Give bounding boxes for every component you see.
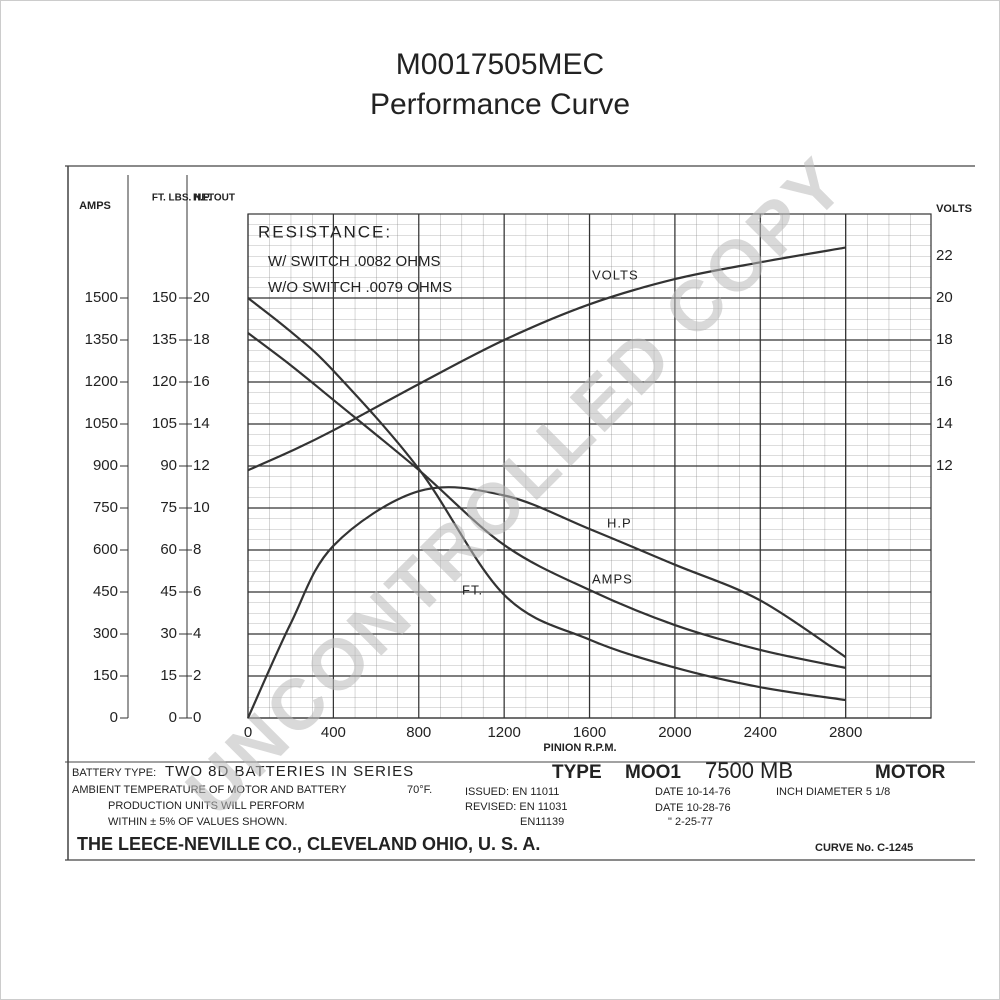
footer-text: TWO 8D BATTERIES IN SERIES [165, 763, 414, 780]
y-tick-label: 12 [936, 457, 953, 474]
footer-text: INCH DIAMETER 5 1/8 [776, 786, 890, 798]
series-line [247, 297, 846, 702]
y-tick-label: 105 [152, 415, 177, 432]
y-tick-label: 8 [193, 541, 201, 558]
footer-text: PRODUCTION UNITS WILL PERFORM [108, 800, 304, 812]
y-tick-label: 20 [936, 289, 953, 306]
footer-type: 7500 MB [705, 758, 793, 783]
y-tick-label: 1200 [85, 373, 118, 390]
series-label: FT. [462, 582, 483, 597]
axis-title: VOLTS [936, 203, 972, 215]
plot: 0 400 800 1200 1600 2000 2400 28000150300450600… [85, 214, 953, 741]
axis-title: AMPS [79, 200, 111, 212]
y-tick-label: 450 [93, 583, 118, 600]
footer-text: 70°F. [407, 784, 432, 796]
y-tick-label: 16 [193, 373, 210, 390]
series-label: VOLTS [592, 267, 639, 282]
chart-subtitle: Performance Curve [370, 88, 630, 121]
y-tick-label: 135 [152, 331, 177, 348]
footer-type: TYPE [552, 762, 602, 783]
axis-title: FT. LBS. NET [152, 193, 214, 204]
chart-title: M0017505MEC [396, 48, 604, 81]
x-tick-label: 0 [244, 724, 252, 741]
footer-type: MOO1 [625, 762, 681, 783]
x-tick-label: 2000 [658, 724, 691, 741]
y-tick-label: 22 [936, 247, 953, 264]
y-tick-label: 1500 [85, 289, 118, 306]
footer-text: DATE 10-28-76 [655, 802, 731, 814]
series-line [247, 332, 846, 669]
y-tick-label: 18 [936, 331, 953, 348]
x-tick-label: 2800 [829, 724, 862, 741]
footer-text: EN11139 [520, 816, 564, 828]
y-tick-label: 150 [93, 667, 118, 684]
y-tick-label: 0 [110, 709, 118, 726]
y-tick-label: 0 [169, 709, 177, 726]
resistance-note: W/ SWITCH .0082 OHMS [268, 253, 441, 270]
y-tick-label: 16 [936, 373, 953, 390]
x-tick-label: 1600 [573, 724, 606, 741]
y-tick-label: 10 [193, 499, 210, 516]
y-tick-label: 0 [193, 709, 201, 726]
y-tick-label: 60 [160, 541, 177, 558]
footer-text: " 2-25-77 [668, 816, 713, 828]
footer-text: REVISED: EN 11031 [465, 801, 568, 813]
y-tick-label: 14 [936, 415, 953, 432]
resistance-note: W/O SWITCH .0079 OHMS [268, 279, 452, 296]
footer-text: WITHIN ± 5% OF VALUES SHOWN. [108, 816, 287, 828]
x-tick-label: 400 [321, 724, 346, 741]
y-tick-label: 2 [193, 667, 201, 684]
x-axis-title: PINION R.P.M. [543, 742, 616, 754]
y-tick-label: 6 [193, 583, 201, 600]
y-tick-label: 600 [93, 541, 118, 558]
y-tick-label: 4 [193, 625, 201, 642]
y-tick-label: 18 [193, 331, 210, 348]
series-label: H.P [607, 515, 632, 530]
y-tick-label: 120 [152, 373, 177, 390]
y-tick-label: 45 [160, 583, 177, 600]
y-tick-label: 14 [193, 415, 210, 432]
footer-text: AMBIENT TEMPERATURE OF MOTOR AND BATTERY [72, 784, 347, 796]
y-tick-label: 75 [160, 499, 177, 516]
curve-number: CURVE No. C-1245 [815, 842, 913, 854]
footer-text: BATTERY TYPE: [72, 767, 156, 779]
y-tick-label: 20 [193, 289, 210, 306]
y-tick-label: 150 [152, 289, 177, 306]
y-tick-label: 750 [93, 499, 118, 516]
company: THE LEECE-NEVILLE CO., CLEVELAND OHIO, U… [77, 834, 540, 854]
y-tick-label: 900 [93, 457, 118, 474]
x-tick-label: 800 [406, 724, 431, 741]
y-tick-label: 12 [193, 457, 210, 474]
footer-text: ISSUED: EN 11011 [465, 786, 559, 798]
footer-type: MOTOR [875, 762, 946, 783]
x-tick-label: 1200 [487, 724, 520, 741]
x-tick-label: 2400 [744, 724, 777, 741]
footer-text: DATE 10-14-76 [655, 786, 731, 798]
y-tick-label: 90 [160, 457, 177, 474]
y-tick-label: 30 [160, 625, 177, 642]
resistance-note: RESISTANCE: [258, 222, 392, 241]
series-line [247, 246, 846, 472]
y-tick-label: 300 [93, 625, 118, 642]
series-label: AMPS [592, 571, 633, 586]
y-tick-label: 1050 [85, 415, 118, 432]
axis-title: H.P. OUT [193, 193, 235, 204]
series-line [246, 486, 847, 719]
y-tick-label: 15 [160, 667, 177, 684]
y-tick-label: 1350 [85, 331, 118, 348]
